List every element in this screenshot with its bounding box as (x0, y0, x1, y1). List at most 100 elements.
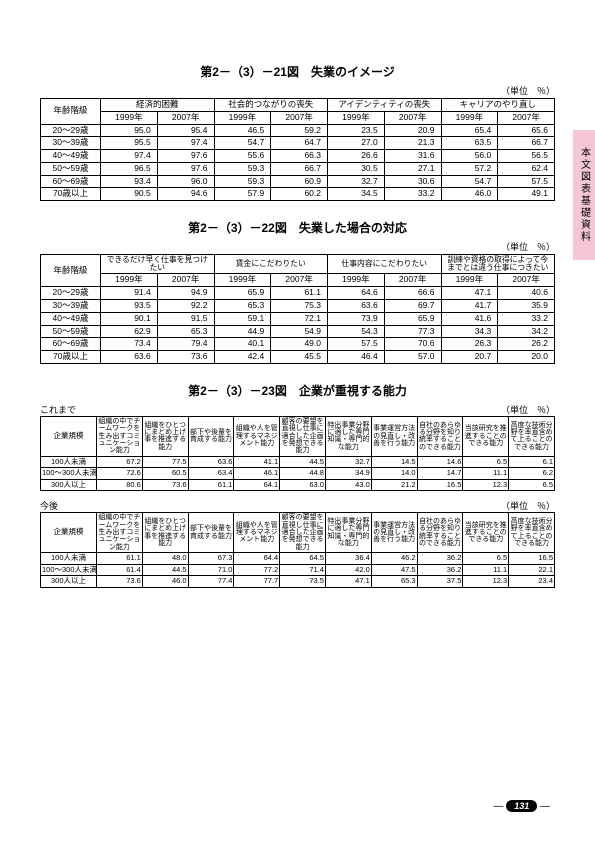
table-cell: 93.4 (101, 175, 158, 188)
table-cell: 61.1 (97, 553, 143, 565)
table-cell: 97.6 (157, 150, 214, 163)
table-cell: 40.1 (214, 338, 271, 351)
table-cell: 65.3 (371, 576, 417, 588)
age-label: 70歳以上 (41, 351, 101, 364)
table-cell: 73.5 (280, 576, 326, 588)
table-cell: 90.1 (101, 312, 158, 325)
table-cell: 44.8 (280, 468, 326, 480)
table-header: 部下や後輩を育成する能力 (188, 513, 234, 553)
table-header: 組織や人を管理するマネジメント能力 (234, 513, 280, 553)
year-2007: 2007年 (498, 274, 555, 287)
year-2007: 2007年 (384, 274, 441, 287)
table-cell: 67.3 (188, 553, 234, 565)
table-cell: 55.6 (214, 150, 271, 163)
unit-label: （単位 ％） (501, 403, 555, 416)
table-cell: 12.3 (463, 576, 509, 588)
table-cell: 75.3 (271, 300, 328, 313)
size-label: 100～300人未満 (41, 468, 97, 480)
table-cell: 54.3 (328, 325, 385, 338)
table-cell: 26.3 (441, 338, 498, 351)
table-cell: 54.7 (214, 137, 271, 150)
col-age: 年齢階級 (41, 255, 101, 287)
age-label: 20～29歳 (41, 287, 101, 300)
age-label: 70歳以上 (41, 188, 101, 201)
table-cell: 33.2 (498, 312, 555, 325)
table-row: 100人未満67.277.563.641.144.532.714.514.66.… (41, 456, 555, 468)
table-cell: 95.5 (101, 137, 158, 150)
table-cell: 62.4 (498, 162, 555, 175)
table-cell: 63.6 (328, 300, 385, 313)
table-cell: 94.6 (157, 188, 214, 201)
figure-22-block: 第2－（3）－22図 失業した場合の対応 （単位 ％） 年齢階級 できるだけ早く… (40, 219, 555, 364)
table-row: 60～69歳73.479.440.149.057.570.626.326.2 (41, 338, 555, 351)
table-cell: 11.1 (463, 468, 509, 480)
table-cell: 61.1 (271, 287, 328, 300)
table-cell: 49.0 (271, 338, 328, 351)
table-cell: 73.6 (142, 479, 188, 491)
table-header: 訓練や資格の取得によって今までとは違う仕事につきたい (441, 255, 555, 274)
page-number-value: 131 (506, 800, 537, 812)
table-row: 50～59歳62.965.344.954.954.377.334.334.2 (41, 325, 555, 338)
size-label: 100人未満 (41, 553, 97, 565)
table-cell: 47.5 (371, 564, 417, 576)
table-23-future: 企業規模組織の中でチームワークを生み出すコミュニケーション能力組織をひとつにまと… (40, 512, 555, 588)
table-cell: 6.5 (463, 456, 509, 468)
table-cell: 27.1 (384, 162, 441, 175)
table-cell: 57.9 (214, 188, 271, 201)
table-row: 100人未満61.148.067.364.464.536.446.236.26.… (41, 553, 555, 565)
table-cell: 41.1 (234, 456, 280, 468)
table-cell: 34.2 (498, 325, 555, 338)
table-cell: 45.5 (271, 351, 328, 364)
table-cell: 20.9 (384, 124, 441, 137)
table-cell: 14.0 (371, 468, 417, 480)
table-22: 年齢階級 できるだけ早く仕事を見つけたい 賃金にこだわりたい 仕事内容にこだわり… (40, 254, 555, 364)
year-1999: 1999年 (214, 274, 271, 287)
table-cell: 42.0 (325, 564, 371, 576)
table-header: 組織をひとつにまとめ上げ事を推進する能力 (142, 513, 188, 553)
table-header: 自社のあらゆる分野を知り統率することのできる能力 (417, 416, 463, 456)
table-cell: 37.5 (417, 576, 463, 588)
table-row: 30～39歳95.597.454.764.727.021.363.566.7 (41, 137, 555, 150)
age-label: 40～49歳 (41, 312, 101, 325)
table-cell: 60.2 (271, 188, 328, 201)
table-cell: 36.4 (325, 553, 371, 565)
year-1999: 1999年 (101, 111, 158, 124)
table-cell: 66.6 (384, 287, 441, 300)
table-row: 30～39歳93.592.265.375.363.669.741.735.9 (41, 300, 555, 313)
figure-22-title: 第2－（3）－22図 失業した場合の対応 (40, 219, 555, 236)
table-row: 20～29歳91.494.965.961.164.666.647.140.6 (41, 287, 555, 300)
age-label: 40～49歳 (41, 150, 101, 163)
table-cell: 66.7 (498, 137, 555, 150)
table-cell: 34.9 (325, 468, 371, 480)
table-row: 100～300人未満61.444.571.077.271.442.047.536… (41, 564, 555, 576)
table-cell: 94.9 (157, 287, 214, 300)
koremade-label: これまで (40, 403, 76, 416)
table-cell: 46.4 (328, 351, 385, 364)
table-row: 40～49歳97.497.655.666.326.631.656.056.5 (41, 150, 555, 163)
table-header: 事業運営方法の見直し・改善を行う能力 (371, 513, 417, 553)
table-cell: 64.6 (328, 287, 385, 300)
table-cell: 6.1 (509, 456, 555, 468)
table-cell: 65.9 (214, 287, 271, 300)
table-cell: 80.6 (97, 479, 143, 491)
table-cell: 56.5 (498, 150, 555, 163)
table-cell: 12.3 (463, 479, 509, 491)
year-2007: 2007年 (498, 111, 555, 124)
table-cell: 97.4 (101, 150, 158, 163)
year-1999: 1999年 (441, 274, 498, 287)
table-row: 300人以上80.673.661.164.163.043.021.216.512… (41, 479, 555, 491)
table-cell: 16.5 (509, 553, 555, 565)
table-header: 高度な技術分野を率直含めて上ることのできる能力 (509, 416, 555, 456)
table-cell: 59.1 (214, 312, 271, 325)
kongo-label: 今後 (40, 499, 58, 512)
table-cell: 44.5 (280, 456, 326, 468)
table-cell: 97.4 (157, 137, 214, 150)
table-cell: 77.7 (234, 576, 280, 588)
age-label: 50～59歳 (41, 325, 101, 338)
table-row: 70歳以上63.673.642.445.546.457.020.720.0 (41, 351, 555, 364)
age-label: 30～39歳 (41, 137, 101, 150)
table-cell: 73.6 (97, 576, 143, 588)
figure-23-title: 第2－（3）－23図 企業が重視する能力 (40, 382, 555, 399)
table-cell: 91.4 (101, 287, 158, 300)
table-cell: 49.1 (498, 188, 555, 201)
